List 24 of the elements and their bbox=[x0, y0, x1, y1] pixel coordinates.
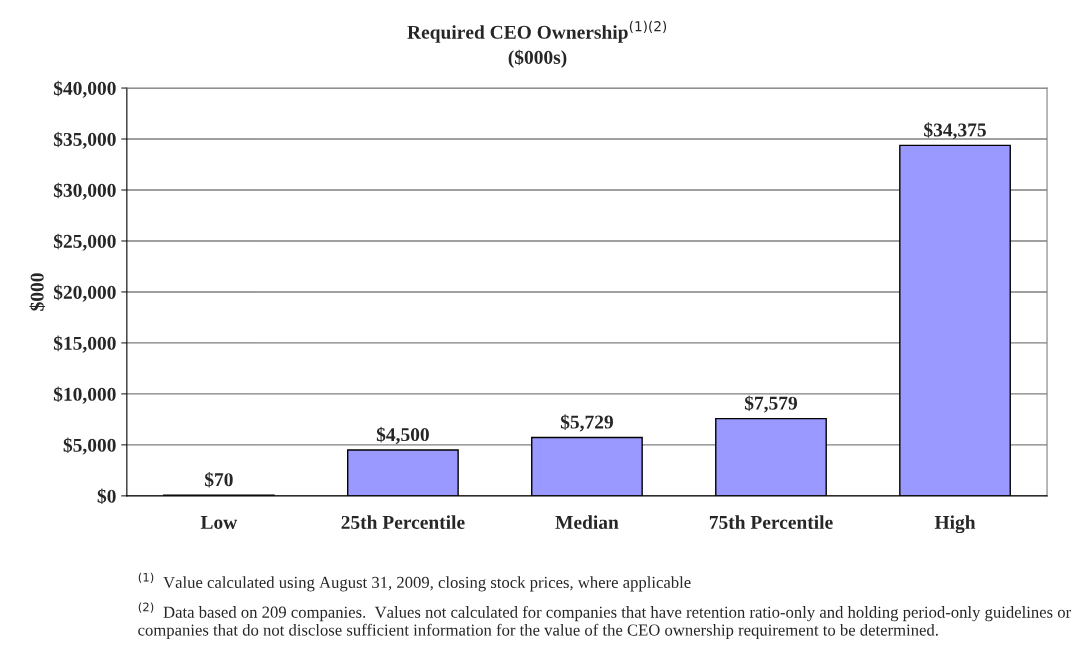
x-tick-label: 25th Percentile bbox=[341, 515, 465, 529]
y-tick-label: $30,000 bbox=[53, 182, 116, 200]
x-tick-label: Low bbox=[200, 516, 238, 529]
x-tick-label: Median bbox=[555, 515, 619, 529]
data-label: $5,729 bbox=[560, 414, 613, 432]
y-tick-label: $40,000 bbox=[53, 80, 116, 98]
y-tick-label: $0 bbox=[97, 488, 116, 505]
data-label: $34,375 bbox=[924, 122, 986, 140]
y-tick-label: $35,000 bbox=[53, 131, 116, 149]
text: $^{(1)}$ Value calculated using August 31, 2009, closing stock prices, where applicable bbox=[138, 572, 691, 592]
y-axis-title: $000 bbox=[29, 273, 46, 311]
y-tick-label: $25,000 bbox=[53, 233, 116, 251]
x-tick-label: High bbox=[934, 515, 976, 534]
x-tick-label: 75th Percentile bbox=[709, 515, 833, 529]
y-tick-label: $15,000 bbox=[53, 335, 116, 353]
data-label: $70 bbox=[204, 472, 233, 488]
chart-subtitle: ($000s) bbox=[508, 49, 567, 68]
text: $^{(2)}$ Data based on 209 companies. Values not calculated for companies that have retention ratio-only and holding period-only guidelines or companies that do not disclose sufficient information for the value of the CEO ownership requirement to be determined. bbox=[138, 602, 1071, 640]
data-label: $4,500 bbox=[376, 426, 429, 444]
chart-title: Required CEO Ownership$^{(1)(2)}$ bbox=[407, 20, 667, 43]
data-label: $7,579 bbox=[744, 395, 798, 413]
y-tick-label: $20,000 bbox=[53, 284, 116, 302]
y-tick-label: $10,000 bbox=[53, 386, 116, 404]
y-tick-label: $5,000 bbox=[63, 437, 116, 455]
